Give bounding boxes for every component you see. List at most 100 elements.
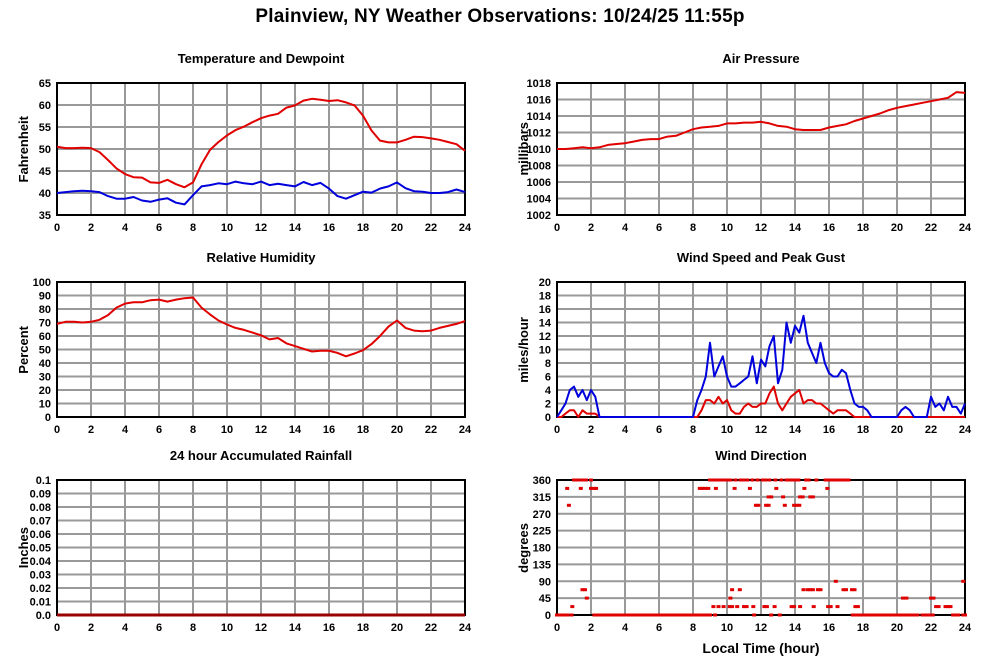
x-tick-label: 22 [425, 222, 437, 234]
x-tick-label: 12 [755, 424, 767, 436]
rainfall-plot: 0.10.090.080.070.060.050.040.030.020.010… [30, 475, 472, 634]
y-tick-label: 60 [39, 331, 51, 343]
x-tick-label: 22 [425, 424, 437, 436]
y-tick-label: 30 [39, 372, 51, 384]
x-tick-label: 16 [823, 622, 835, 634]
y-tick-label: 90 [539, 576, 551, 588]
y-tick-label: 90 [39, 291, 51, 303]
series-air-pressure [557, 91, 966, 150]
y-tick-label: 0.02 [30, 583, 51, 595]
y-axis-unit-text: miles/hour [515, 316, 531, 383]
x-tick-label: 20 [391, 222, 403, 234]
gridlines [57, 480, 465, 615]
y-axis-unit-label: Percent [14, 282, 32, 417]
y-tick-label: 10 [39, 399, 51, 411]
x-tick-label: 12 [255, 222, 267, 234]
y-tick-label: 0.04 [30, 556, 52, 568]
x-tick-label: 2 [88, 222, 94, 234]
y-tick-label: 8 [545, 358, 551, 370]
y-tick-label: 65 [39, 78, 51, 90]
x-tick-label: 0 [554, 622, 560, 634]
y-tick-label: 70 [39, 318, 51, 330]
y-tick-label: 1002 [527, 210, 551, 222]
y-tick-label: 1016 [527, 95, 551, 107]
x-tick-label: 2 [88, 622, 94, 634]
x-tick-label: 10 [221, 622, 233, 634]
rainfall-chart: 24 hour Accumulated Rainfall Inches 0.1 0… [0, 447, 500, 639]
page-title: Plainview, NY Weather Observations: 10/2… [255, 6, 745, 27]
x-tick-label: 6 [156, 424, 162, 436]
x-tick-label: 8 [190, 424, 196, 436]
y-tick-label: 1006 [527, 177, 551, 189]
y-tick-label: 50 [39, 345, 51, 357]
x-tick-label: 14 [289, 424, 302, 436]
x-tick-label: 22 [425, 622, 437, 634]
gridlines [557, 83, 965, 215]
x-tick-label: 22 [925, 622, 937, 634]
x-tick-label: 8 [190, 222, 196, 234]
series-dewpoint [56, 180, 466, 206]
x-tick-label: 24 [959, 424, 972, 436]
y-axis-unit-label: millibars [514, 83, 532, 215]
x-tick-label: 22 [925, 222, 937, 234]
x-tick-label: 2 [588, 424, 594, 436]
series-relative-humidity [56, 296, 466, 358]
y-tick-label: 1008 [527, 161, 551, 173]
y-tick-label: 0 [545, 610, 551, 622]
y-tick-label: 12 [539, 331, 551, 343]
y-tick-label: 0.0 [36, 610, 51, 622]
y-tick-label: 50 [39, 144, 51, 156]
y-tick-label: 0.09 [30, 489, 51, 501]
y-tick-label: 2 [545, 399, 551, 411]
x-tick-label: 8 [190, 622, 196, 634]
x-tick-label: 24 [459, 622, 472, 634]
x-tick-label: 0 [54, 622, 60, 634]
y-tick-label: 0.1 [36, 475, 51, 487]
chart-title: 24 hour Accumulated Rainfall [169, 448, 353, 463]
y-tick-label: 135 [533, 559, 551, 571]
y-tick-label: 315 [533, 492, 551, 504]
plot-border [56, 82, 466, 216]
chart-title: Wind Direction [715, 448, 807, 463]
x-tick-label: 4 [122, 424, 129, 436]
x-tick-label: 24 [459, 424, 472, 436]
x-tick-label: 20 [891, 424, 903, 436]
y-tick-label: 0.05 [30, 543, 51, 555]
y-axis-unit-label: Fahrenheit [14, 83, 32, 215]
series-peak-gust [556, 314, 966, 418]
y-tick-label: 45 [539, 593, 551, 605]
y-tick-label: 40 [39, 188, 51, 200]
y-tick-label: 4 [545, 385, 552, 397]
y-tick-label: 10 [539, 345, 551, 357]
y-axis-unit-label: Inches [14, 480, 32, 615]
x-tick-label: 4 [122, 222, 129, 234]
y-tick-label: 55 [39, 122, 51, 134]
gridlines [557, 282, 965, 417]
y-axis-unit-text: millibars [515, 122, 531, 176]
y-axis-unit-label: miles/hour [514, 282, 532, 417]
x-tick-label: 18 [857, 222, 869, 234]
x-tick-label: 2 [88, 424, 94, 436]
y-tick-label: 80 [39, 304, 51, 316]
x-tick-label: 24 [459, 222, 472, 234]
x-tick-label: 12 [255, 424, 267, 436]
x-tick-label: 12 [755, 222, 767, 234]
chart-title: Wind Speed and Peak Gust [676, 250, 846, 265]
x-tick-label: 2 [588, 222, 594, 234]
x-tick-label: 0 [554, 424, 560, 436]
temperature-dewpoint-chart: Temperature and Dewpoint Fahrenheit 65 60… [0, 50, 500, 239]
y-tick-label: 45 [39, 166, 51, 178]
x-tick-label: 4 [622, 222, 629, 234]
y-tick-label: 0.08 [30, 502, 51, 514]
x-tick-label: 10 [721, 622, 733, 634]
y-tick-label: 0.07 [30, 516, 51, 528]
x-tick-label: 24 [959, 222, 972, 234]
y-tick-label: 40 [39, 358, 51, 370]
gridlines [57, 282, 465, 417]
x-tick-label: 6 [156, 222, 162, 234]
x-tick-label: 0 [554, 222, 560, 234]
x-tick-label: 6 [656, 222, 662, 234]
